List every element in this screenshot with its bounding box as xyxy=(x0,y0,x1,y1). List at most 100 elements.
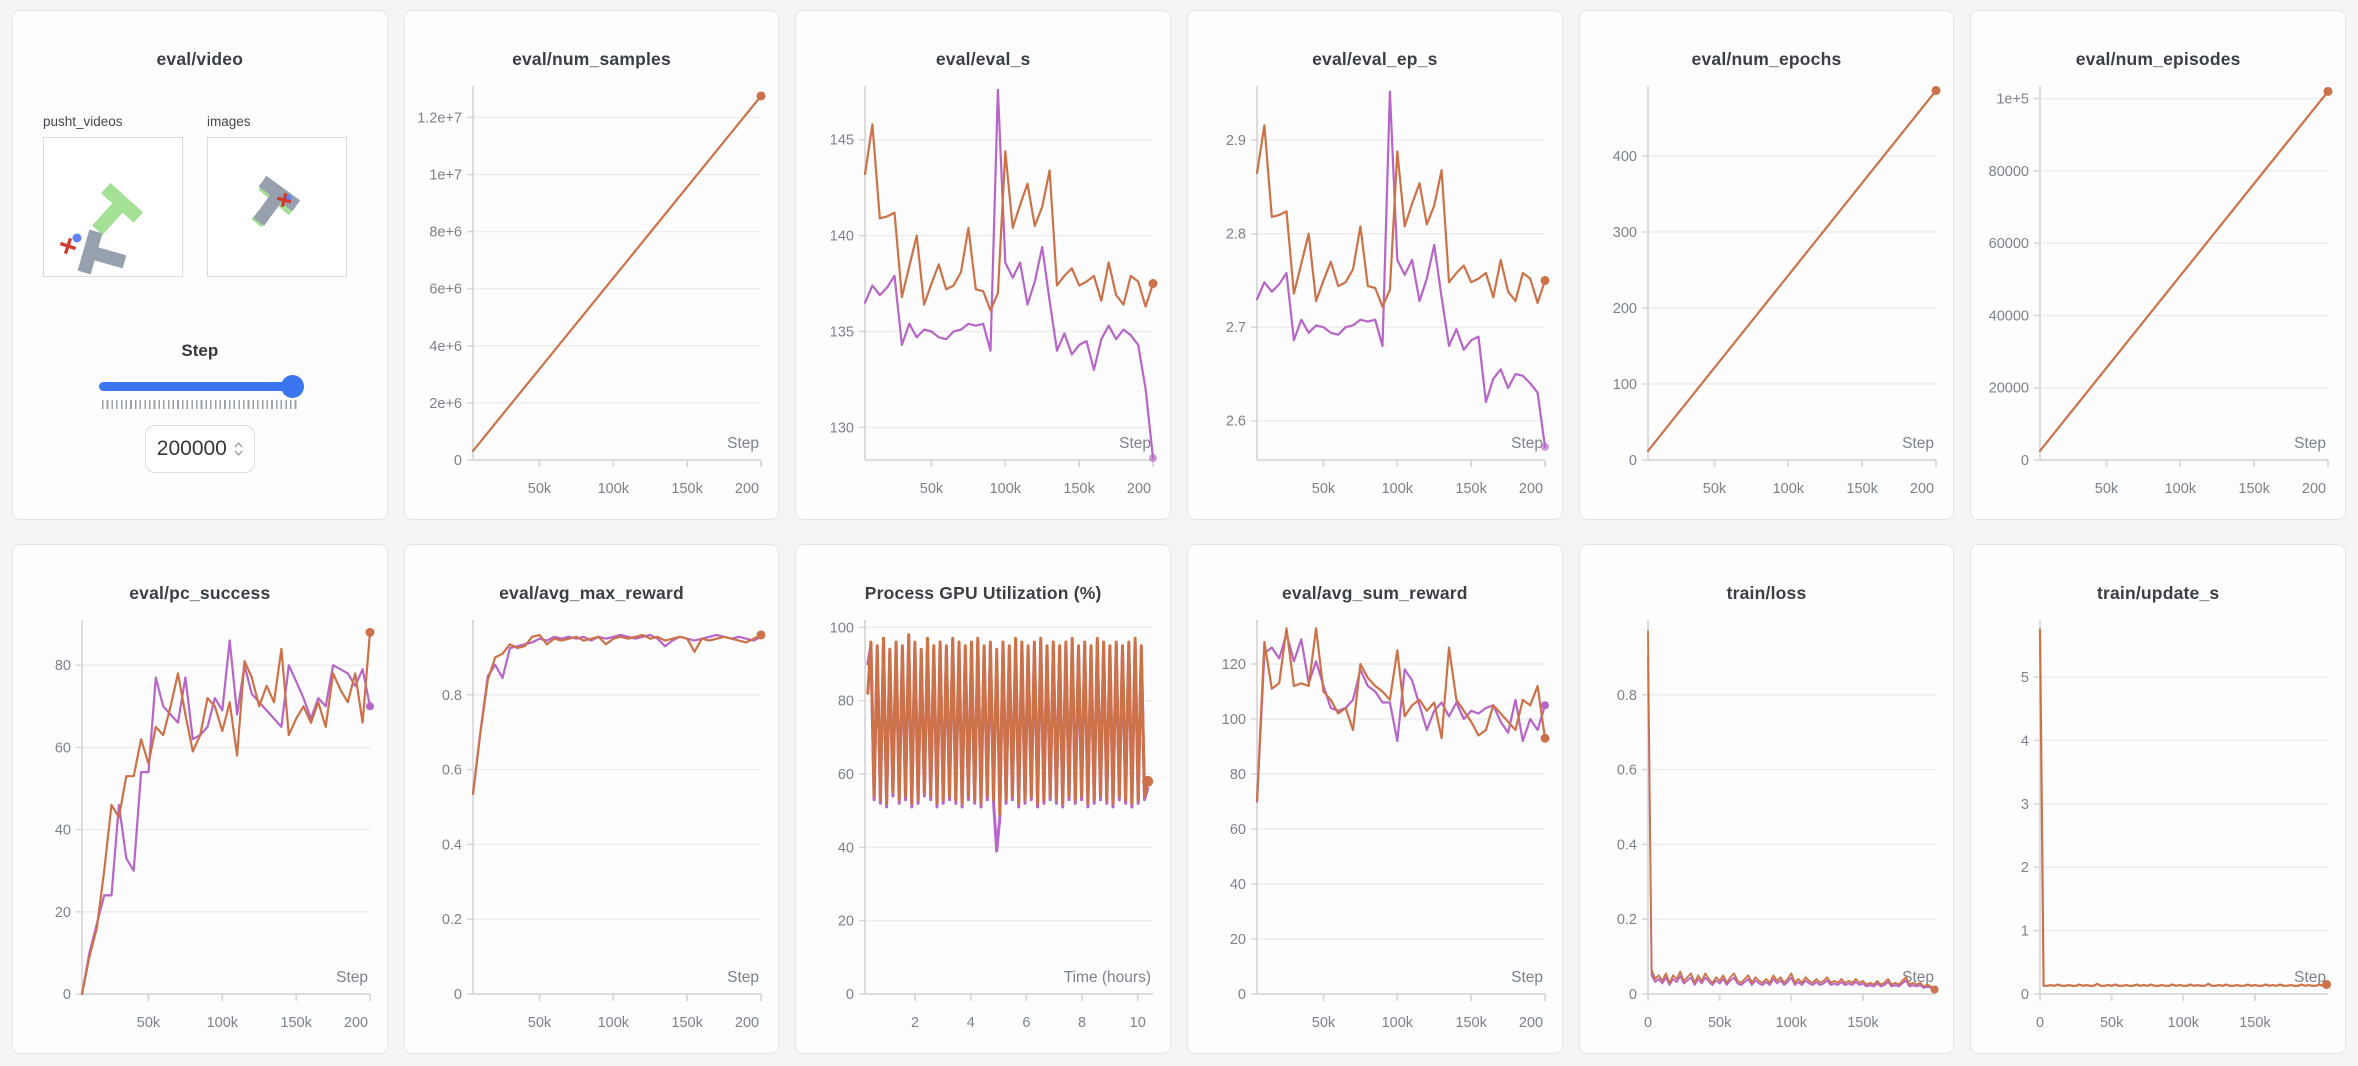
svg-text:200: 200 xyxy=(735,1015,759,1031)
svg-text:400: 400 xyxy=(1613,149,1637,165)
media-label-pusht-videos: pusht_videos xyxy=(43,114,123,129)
svg-text:20: 20 xyxy=(55,905,71,921)
svg-text:10: 10 xyxy=(1130,1015,1146,1031)
svg-text:80000: 80000 xyxy=(1989,164,2029,180)
series-purple-end-dot xyxy=(365,702,374,711)
svg-text:6: 6 xyxy=(1023,1015,1031,1031)
series-purple-end-dot xyxy=(1540,701,1549,710)
svg-text:100: 100 xyxy=(1222,712,1246,728)
chart-panel-eval-eval-s[interactable]: eval/eval_s 130 135 140 145 50k 100k 150k 200 Ste… xyxy=(795,10,1171,520)
svg-text:2.9: 2.9 xyxy=(1226,133,1246,149)
series-orange-end-dot xyxy=(756,91,766,101)
svg-text:50k: 50k xyxy=(1312,481,1336,497)
svg-text:0.4: 0.4 xyxy=(1617,837,1637,853)
chart-panel-eval-num-epochs[interactable]: eval/num_epochs 0 100 200 300 400 50k 100k 150k 2… xyxy=(1578,10,1955,520)
svg-text:100: 100 xyxy=(830,620,854,636)
svg-text:80: 80 xyxy=(838,694,854,710)
chart-canvas-train_update_s: 0 1 2 3 4 5 0 50k 100k 150k Step xyxy=(2021,620,2332,1031)
svg-text:100k: 100k xyxy=(1776,1015,1808,1031)
series-purple-end-dot xyxy=(1149,454,1158,463)
step-slider[interactable] xyxy=(98,375,304,398)
series-orange xyxy=(864,123,1155,312)
chart-canvas-num_episodes: 0 20000 40000 60000 80000 1e+5 50k 100k 150k 200 S… xyxy=(1989,86,2333,497)
svg-text:1e+7: 1e+7 xyxy=(430,168,463,184)
series-orange-end-dot xyxy=(1540,733,1550,743)
panel-eval-video[interactable]: eval/video pusht_videos xyxy=(12,10,388,520)
series-purple xyxy=(1255,632,1546,803)
stepper-arrows[interactable] xyxy=(234,442,243,456)
chart-panel-eval-num-samples[interactable]: eval/num_samples 0 2e+6 4e+6 6e+6 8e+6 1e+7 1.2… xyxy=(403,10,780,520)
chart-title: eval/num_episodes xyxy=(2075,49,2241,69)
chart-panel-eval-pc-success[interactable]: eval/pc_success 0 20 40 60 80 50k 100k 150k 200 St… xyxy=(12,544,388,1054)
goal-cross-icon xyxy=(276,192,292,208)
chart-canvas-avg_sum_reward: 0 20 40 60 80 100 120 50k 100k 150k 200 Step xyxy=(1222,620,1550,1031)
chart-panel-eval-eval-ep-s[interactable]: eval/eval_ep_s 2.6 2.7 2.8 2.9 50k 100k 150k 200… xyxy=(1186,10,1563,520)
svg-text:40: 40 xyxy=(1230,877,1246,893)
series-purple-end-dot xyxy=(1540,442,1549,451)
chart-panel-eval-num-episodes[interactable]: eval/num_episodes 0 20000 40000 60000 80000 1e… xyxy=(1970,10,2346,520)
svg-text:200: 200 xyxy=(1519,481,1543,497)
chart-panel-train-update-s[interactable]: train/update_s 0 1 2 3 4 5 0 50k 100k 150k Step xyxy=(1970,544,2346,1054)
svg-text:135: 135 xyxy=(830,324,854,340)
chart-canvas-num_samples: 0 2e+6 4e+6 6e+6 8e+6 1e+7 1.2e+7 50k 100k 150k 20… xyxy=(418,86,766,497)
chart-canvas-train_loss: 0 0.2 0.4 0.6 0.8 0 50k 100k 150k Step xyxy=(1617,620,1940,1031)
chevron-up-icon[interactable] xyxy=(234,442,243,448)
svg-text:40: 40 xyxy=(55,823,71,839)
video-thumbnail-pusht-videos[interactable] xyxy=(43,137,183,277)
svg-text:100k: 100k xyxy=(598,1015,630,1031)
series-orange xyxy=(1647,630,1936,991)
chart-title: eval/eval_s xyxy=(935,49,1031,69)
svg-text:0.6: 0.6 xyxy=(1617,763,1637,779)
svg-text:Step: Step xyxy=(728,435,760,452)
chart-canvas-eval_s: 130 135 140 145 50k 100k 150k 200 Step xyxy=(830,86,1158,497)
pusht-env-render xyxy=(59,182,144,275)
svg-text:150k: 150k xyxy=(1455,481,1487,497)
svg-text:100: 100 xyxy=(1613,377,1637,393)
chart-canvas-pc_success: 0 20 40 60 80 50k 100k 150k 200 Step xyxy=(55,620,375,1031)
series-orange-end-dot xyxy=(365,627,375,637)
video-thumbnail-images[interactable] xyxy=(207,137,347,277)
svg-text:Step: Step xyxy=(1119,435,1151,452)
chart-canvas-avg_max_reward: 0 0.2 0.4 0.6 0.8 50k 100k 150k 200 Step xyxy=(442,620,766,1031)
svg-text:40000: 40000 xyxy=(1989,308,2029,324)
series-orange xyxy=(472,94,763,452)
chart-panel-train-loss[interactable]: train/loss 0 0.2 0.4 0.6 0.8 0 50k 100k 150k Step xyxy=(1578,544,1955,1054)
svg-text:2.8: 2.8 xyxy=(1226,227,1246,243)
svg-text:50k: 50k xyxy=(528,481,552,497)
chevron-down-icon[interactable] xyxy=(234,450,243,456)
svg-text:Step: Step xyxy=(1511,969,1543,986)
step-slider-handle[interactable] xyxy=(280,375,304,398)
svg-text:200: 200 xyxy=(735,481,759,497)
svg-text:60: 60 xyxy=(838,767,854,783)
svg-text:60000: 60000 xyxy=(1989,236,2029,252)
series-purple xyxy=(864,88,1155,460)
svg-text:0: 0 xyxy=(1629,987,1637,1003)
media-label-images: images xyxy=(207,114,251,129)
chart-panel-eval-avg-sum-reward[interactable]: eval/avg_sum_reward 0 20 40 60 80 100 120 50k 100… xyxy=(1186,544,1563,1054)
series-orange xyxy=(1255,627,1546,803)
svg-text:0: 0 xyxy=(63,987,71,1003)
series-purple xyxy=(472,633,763,795)
svg-text:200: 200 xyxy=(1127,481,1151,497)
svg-text:0: 0 xyxy=(2036,1015,2044,1031)
svg-text:50k: 50k xyxy=(137,1015,161,1031)
chart-canvas-gpu_util: 0 20 40 60 80 100 2 4 6 8 10 Time (hours) xyxy=(830,620,1154,1031)
svg-text:2.6: 2.6 xyxy=(1226,414,1246,430)
svg-text:200: 200 xyxy=(1519,1015,1543,1031)
step-value-input[interactable]: 200000 xyxy=(144,425,255,473)
chart-title: eval/avg_max_reward xyxy=(499,583,684,603)
chart-panel-eval-avg-max-reward[interactable]: eval/avg_max_reward 0 0.2 0.4 0.6 0.8 50k 100k 1… xyxy=(403,544,780,1054)
svg-text:100k: 100k xyxy=(598,481,630,497)
series-orange-end-dot xyxy=(1931,985,1940,994)
svg-text:5: 5 xyxy=(2021,670,2029,686)
svg-text:100k: 100k xyxy=(990,481,1022,497)
svg-text:1e+5: 1e+5 xyxy=(1996,92,2029,108)
svg-text:100k: 100k xyxy=(2165,481,2197,497)
chart-panel-process-gpu-utilization[interactable]: Process GPU Utilization (%) 0 20 40 60 80 100 2… xyxy=(795,544,1171,1054)
svg-text:Step: Step xyxy=(336,969,368,986)
svg-text:150k: 150k xyxy=(672,1015,704,1031)
svg-text:2e+6: 2e+6 xyxy=(430,396,463,412)
svg-text:200: 200 xyxy=(344,1015,368,1031)
svg-text:100k: 100k xyxy=(1381,481,1413,497)
chart-title: eval/num_samples xyxy=(512,49,671,69)
